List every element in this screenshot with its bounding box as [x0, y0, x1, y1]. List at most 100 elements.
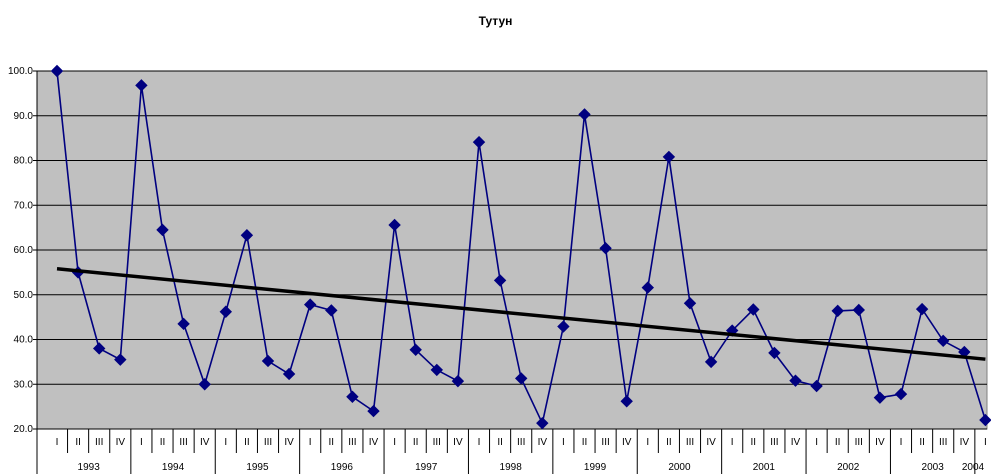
data-point: [915, 302, 929, 316]
quarter-tick-label: III: [179, 437, 187, 448]
quarter-tick-label: II: [75, 437, 81, 448]
data-point: [536, 416, 549, 430]
data-point: [219, 305, 233, 318]
year-tick-label: 2000: [668, 462, 691, 473]
gridlines: [37, 70, 987, 430]
year-tick-label: 1999: [584, 462, 607, 473]
y-tick-label: 100.0: [8, 66, 33, 77]
data-point: [768, 346, 781, 360]
quarter-tick-label: I: [815, 437, 818, 448]
data-point: [367, 404, 380, 418]
quarter-tick-label: IV: [960, 437, 970, 448]
quarter-tick-label: I: [646, 437, 649, 448]
quarter-tick-label: I: [393, 437, 396, 448]
quarter-tick-label: III: [433, 437, 441, 448]
year-tick-label: 2001: [753, 462, 776, 473]
y-tick-label: 90.0: [14, 111, 34, 122]
data-point: [557, 320, 570, 333]
year-tick-label: 2004: [962, 462, 985, 473]
data-point: [831, 304, 844, 318]
year-tick-label: 2002: [837, 462, 860, 473]
quarter-tick-label: II: [751, 437, 757, 448]
data-point: [282, 367, 296, 381]
x-axis: I II III IV I II III IV I II III IV I II III IV I II III IV…: [36, 428, 987, 474]
year-tick-label: 2003: [922, 462, 945, 473]
data-point: [810, 379, 823, 393]
data-point: [261, 354, 275, 368]
y-tick-label: 60.0: [14, 245, 34, 256]
data-point: [683, 297, 697, 310]
quarter-tick-label: IV: [284, 437, 294, 448]
data-point: [303, 298, 317, 311]
data-point: [873, 391, 887, 404]
data-point: [156, 223, 169, 237]
data-point: [704, 355, 718, 369]
data-point: [894, 387, 908, 401]
y-tick-label: 80.0: [14, 156, 34, 167]
y-tick-label: 30.0: [14, 379, 34, 390]
quarter-tick-label: IV: [875, 437, 885, 448]
series-group: [50, 64, 991, 430]
data-point: [936, 334, 950, 348]
data-point: [493, 274, 507, 287]
data-point: [198, 378, 211, 391]
data-point: [662, 150, 676, 164]
quarter-tick-label: I: [731, 437, 734, 448]
quarter-tick-label: III: [770, 437, 778, 448]
quarter-tick-label: II: [835, 437, 841, 448]
data-point: [177, 317, 190, 331]
data-point: [430, 363, 444, 377]
data-point: [578, 108, 591, 121]
quarter-tick-label: IV: [622, 437, 632, 448]
quarter-tick-label: III: [264, 437, 272, 448]
data-point: [114, 353, 127, 366]
trendline-group: [56, 267, 986, 361]
quarter-tick-label: III: [95, 437, 103, 448]
data-point: [599, 242, 612, 255]
data-point: [852, 303, 866, 317]
year-tick-label: 1996: [331, 462, 354, 473]
year-tick-label: 1995: [246, 462, 269, 473]
quarter-tick-label: IV: [538, 437, 548, 448]
year-tick-label: 1994: [162, 462, 185, 473]
data-point: [451, 374, 465, 388]
quarter-tick-label: I: [984, 437, 987, 448]
quarter-tick-label: IV: [116, 437, 126, 448]
quarter-tick-label: I: [478, 437, 481, 448]
quarter-tick-label: IV: [453, 437, 463, 448]
quarter-tick-label: IV: [706, 437, 716, 448]
data-point: [620, 395, 633, 408]
data-point: [514, 372, 528, 385]
quarter-tick-label: III: [517, 437, 525, 448]
quarter-tick-label: I: [140, 437, 143, 448]
y-tick-label: 70.0: [14, 200, 34, 211]
data-point: [979, 413, 991, 427]
data-point: [641, 281, 655, 294]
data-point: [472, 135, 486, 149]
data-point: [789, 374, 802, 387]
quarter-tick-label: II: [582, 437, 588, 448]
y-axis: 20.0 30.0 40.0 50.0 60.0 70.0 80.0 90.0 100.0: [8, 66, 38, 435]
quarter-tick-label: II: [160, 437, 166, 448]
y-tick-label: 40.0: [14, 335, 34, 346]
quarter-tick-label: IV: [200, 437, 210, 448]
quarter-tick-label: I: [56, 437, 59, 448]
chart-title: Тутун: [478, 14, 513, 28]
quarter-tick-label: I: [562, 437, 565, 448]
data-point: [747, 303, 760, 316]
quarter-tick-label: II: [666, 437, 672, 448]
data-point: [50, 64, 64, 78]
quarter-tick-label: III: [939, 437, 947, 448]
year-tick-label: 1997: [415, 462, 438, 473]
quarter-tick-label: II: [497, 437, 503, 448]
data-point: [240, 229, 254, 242]
quarter-tick-label: II: [919, 437, 925, 448]
data-point: [92, 342, 106, 355]
quarter-tick-label: III: [348, 437, 356, 448]
data-point: [346, 390, 359, 403]
quarter-tick-label: II: [244, 437, 250, 448]
data-point: [135, 79, 148, 92]
quarter-tick-label: III: [601, 437, 609, 448]
quarter-tick-label: II: [413, 437, 419, 448]
